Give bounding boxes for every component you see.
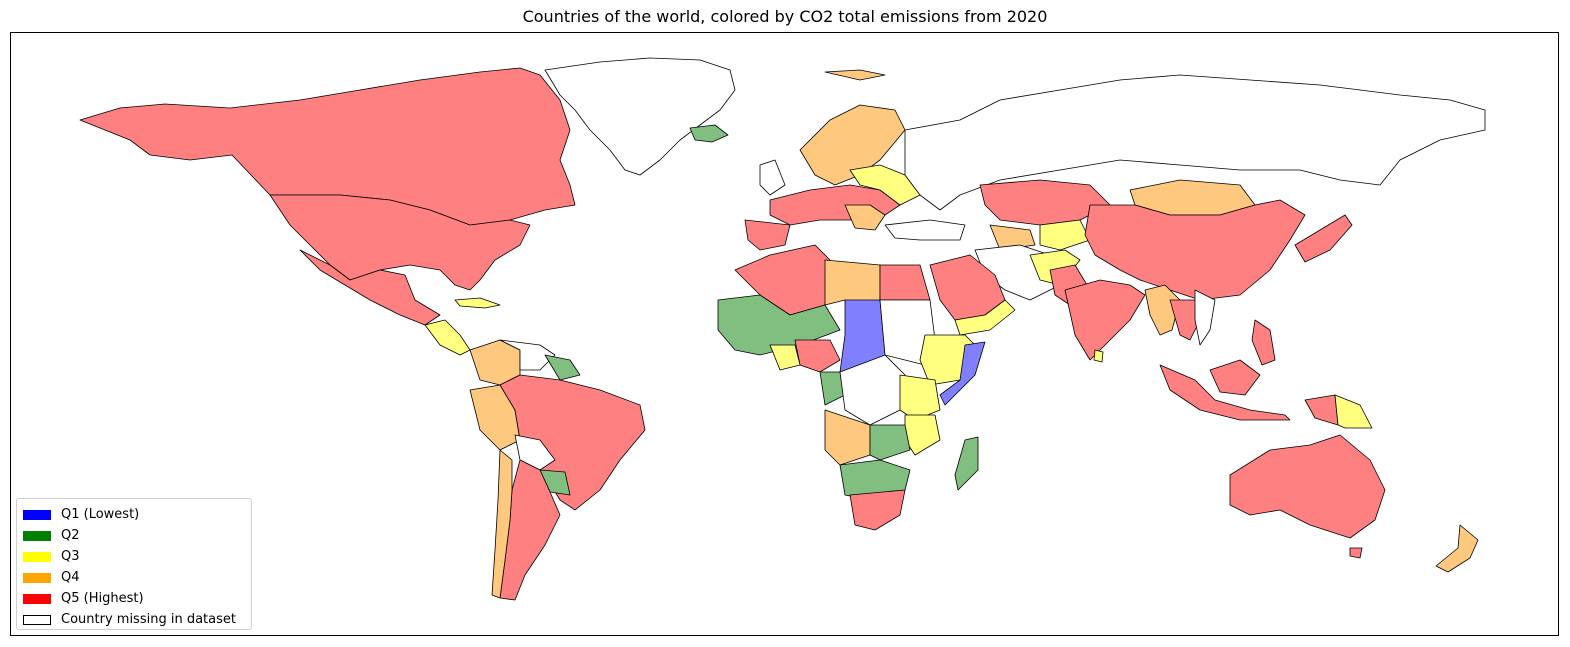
map-frame xyxy=(10,32,1559,636)
region-svalbard xyxy=(824,69,886,81)
region-east-europe xyxy=(849,164,921,206)
region-australia xyxy=(1229,434,1386,539)
legend-swatch xyxy=(23,614,51,625)
legend-item-q1: Q1 (Lowest) xyxy=(23,504,245,525)
region-india xyxy=(1064,279,1146,361)
legend-label: Q1 (Lowest) xyxy=(61,507,140,522)
region-png-east xyxy=(1334,394,1373,429)
region-kenya-uganda xyxy=(899,374,941,421)
region-angola xyxy=(824,409,871,466)
region-iceland xyxy=(689,124,729,143)
legend-item-missing: Country missing in dataset xyxy=(23,609,245,630)
region-philippines xyxy=(1251,319,1276,366)
region-turkey xyxy=(884,219,966,241)
region-zambia xyxy=(869,424,911,461)
region-colombia xyxy=(469,339,521,386)
region-russia xyxy=(904,74,1486,211)
legend-label: Q2 xyxy=(61,528,80,543)
legend-label: Q4 xyxy=(61,570,80,585)
region-madagascar xyxy=(954,436,979,491)
legend-item-q4: Q4 xyxy=(23,567,245,588)
region-thailand xyxy=(1169,299,1201,341)
region-balkans xyxy=(844,204,886,231)
region-tanzania xyxy=(904,414,941,456)
region-somalia xyxy=(939,341,986,406)
map-title: Countries of the world, colored by CO2 t… xyxy=(522,7,1048,26)
legend-label: Q3 xyxy=(61,549,80,564)
legend-label: Country missing in dataset xyxy=(61,612,236,627)
region-nigeria xyxy=(794,339,841,373)
region-bolivia xyxy=(514,434,556,471)
region-caspian-west xyxy=(989,224,1036,251)
region-myanmar xyxy=(1144,284,1181,336)
legend-swatch xyxy=(23,551,51,562)
region-venezuela xyxy=(499,339,556,371)
legend-label: Q5 (Highest) xyxy=(61,591,144,606)
region-uk xyxy=(759,159,786,196)
region-central-asia xyxy=(1039,219,1091,251)
region-png-west xyxy=(1304,394,1339,426)
region-iberia xyxy=(744,219,791,251)
region-china xyxy=(1084,199,1306,301)
region-malaysia-indonesia xyxy=(1159,364,1291,421)
region-japan xyxy=(1294,214,1353,263)
region-sri-lanka xyxy=(1093,349,1104,363)
region-chile xyxy=(491,449,513,599)
region-guianas xyxy=(544,354,581,381)
region-new-zealand xyxy=(1435,524,1479,573)
region-south-africa xyxy=(849,489,906,531)
legend-item-q5: Q5 (Highest) xyxy=(23,588,245,609)
region-vietnam xyxy=(1194,289,1216,346)
legend-swatch xyxy=(23,593,51,604)
region-central-america xyxy=(424,319,471,356)
legend-swatch xyxy=(23,572,51,583)
legend-item-q3: Q3 xyxy=(23,546,245,567)
region-cuba xyxy=(454,297,501,309)
region-borneo xyxy=(1209,359,1261,396)
legend-swatch xyxy=(23,530,51,541)
region-mexico xyxy=(299,249,441,326)
region-scandinavia xyxy=(799,104,906,186)
region-egypt xyxy=(879,264,931,301)
legend-swatch xyxy=(23,509,51,520)
region-north-america-north xyxy=(79,67,576,226)
region-greenland xyxy=(544,57,736,176)
map-legend: Q1 (Lowest) Q2 Q3 Q4 Q5 (Highest) Countr… xyxy=(16,498,252,630)
region-tasmania xyxy=(1349,547,1363,559)
legend-item-q2: Q2 xyxy=(23,525,245,546)
region-gulf-guinea xyxy=(769,344,801,371)
